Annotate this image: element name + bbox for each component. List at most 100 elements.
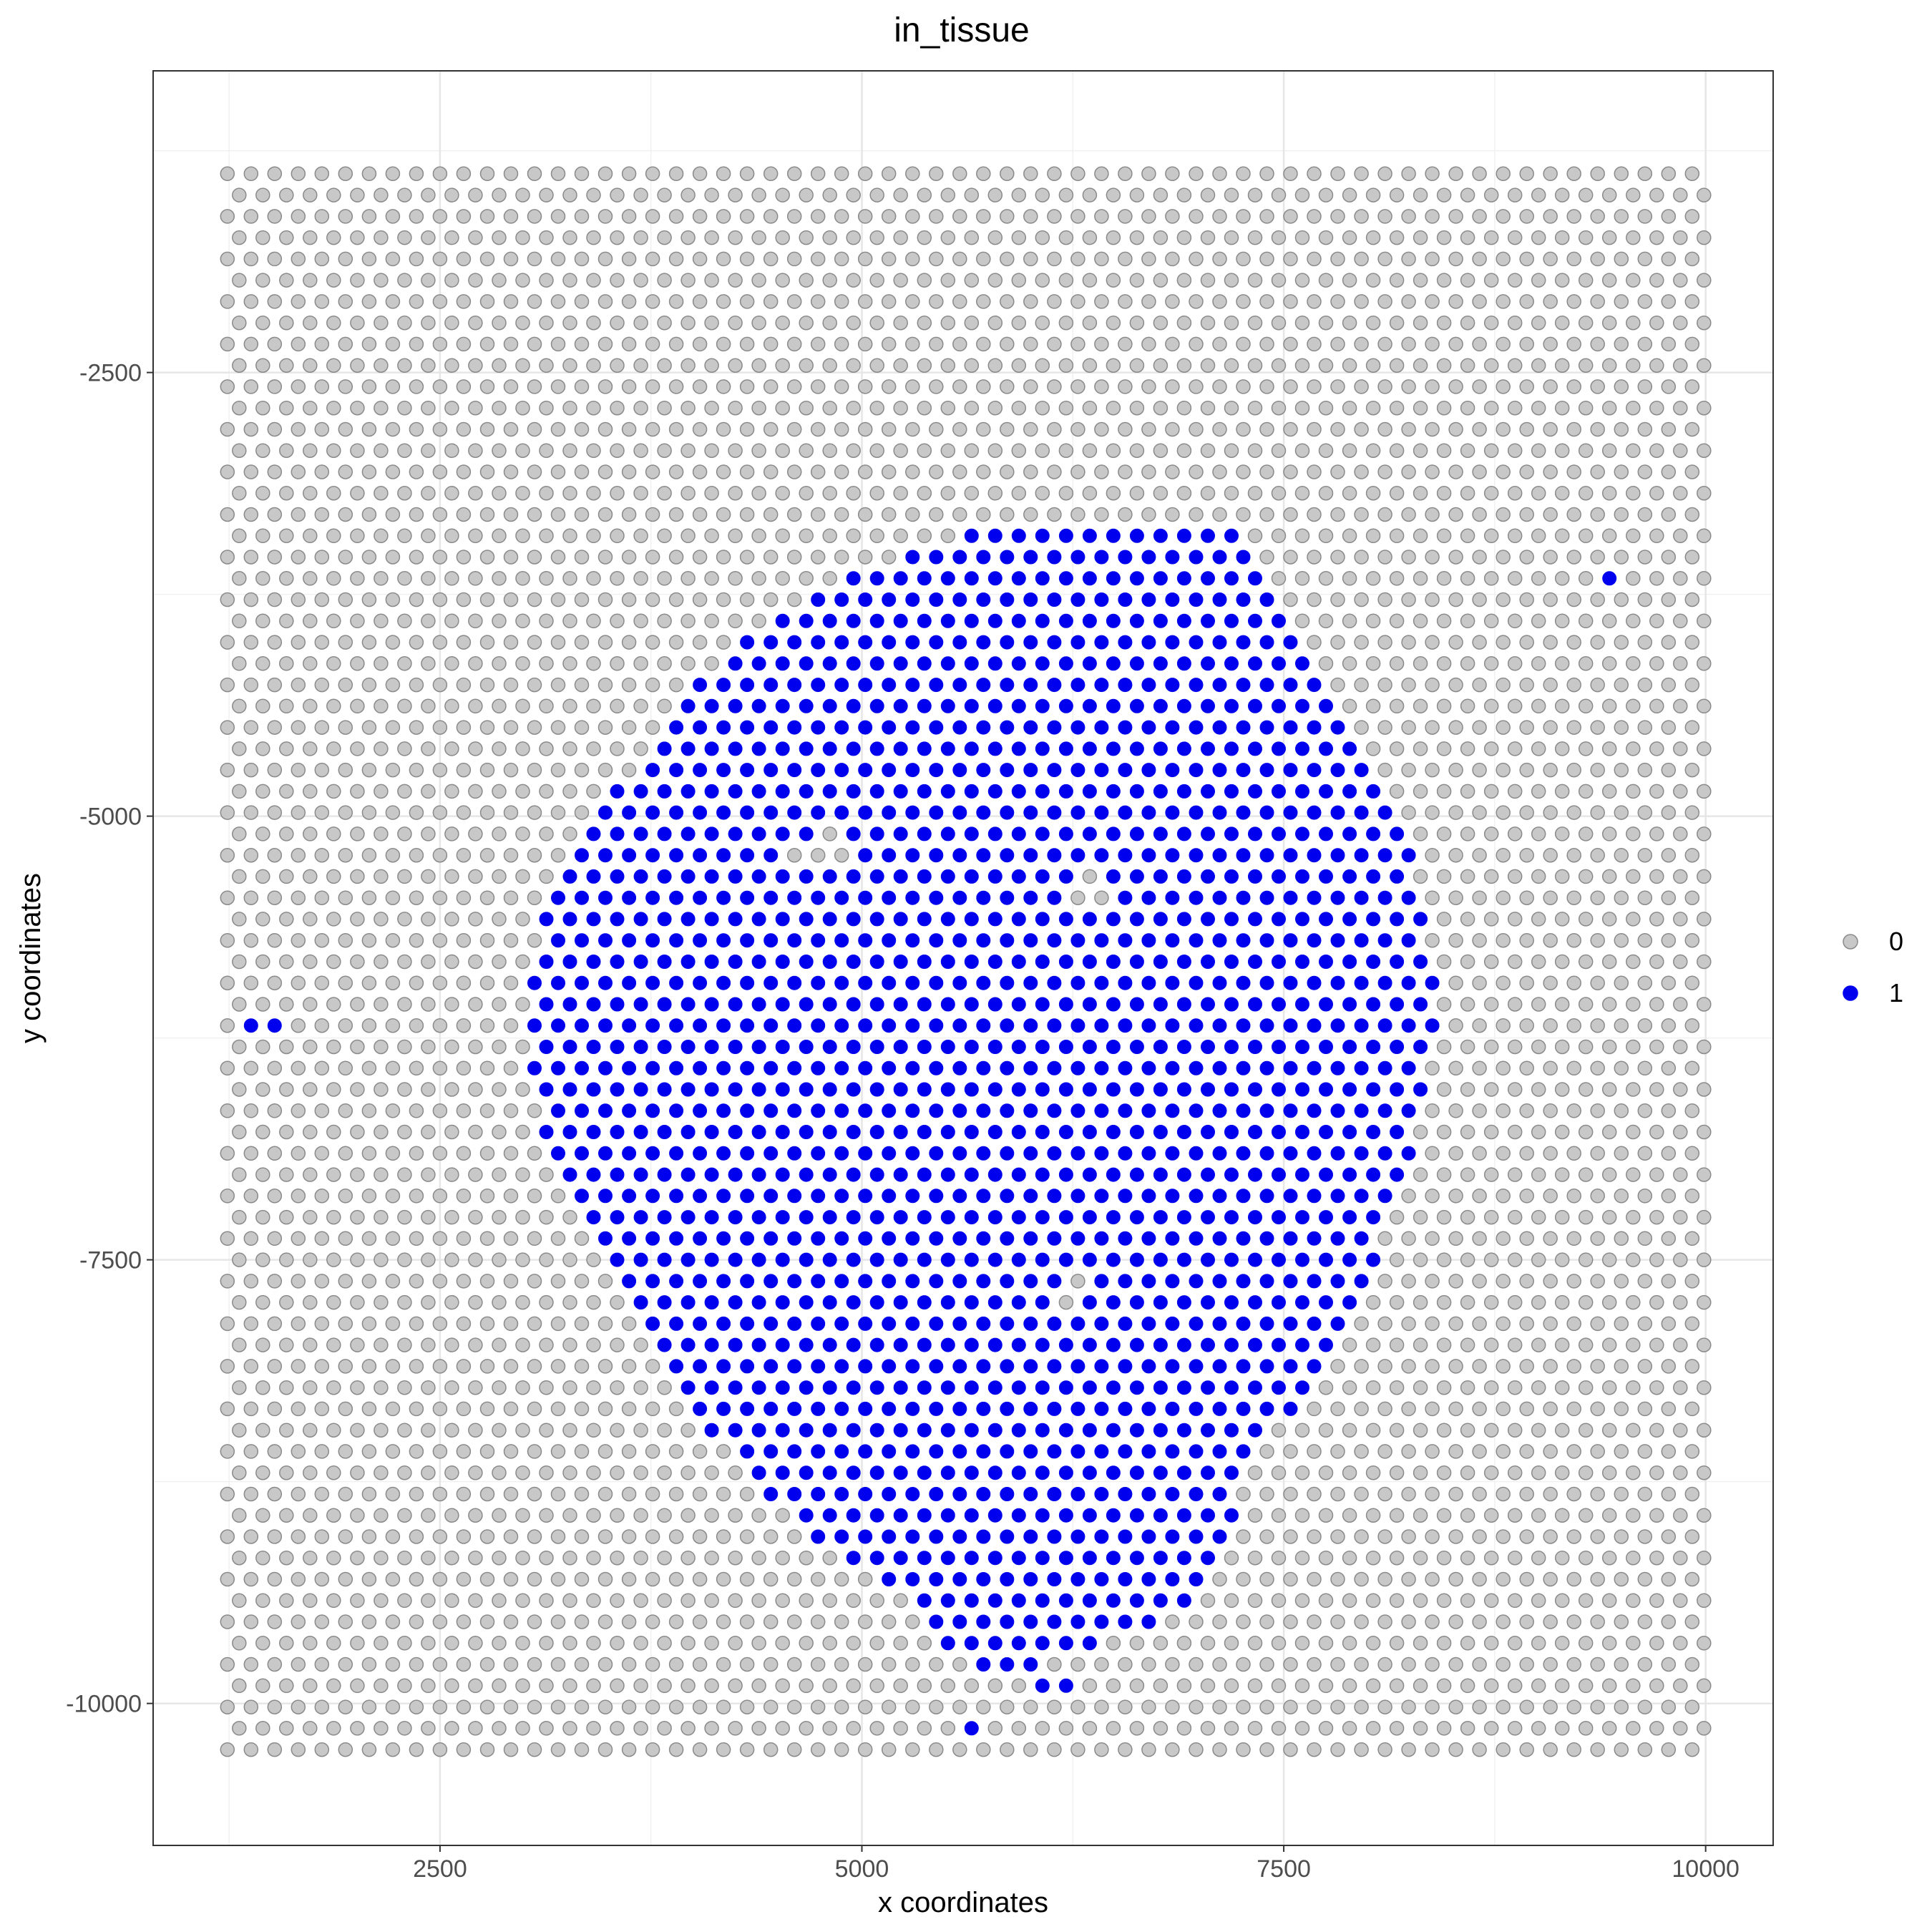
spot-out-of-tissue: [303, 613, 318, 629]
spot-out-of-tissue: [326, 315, 341, 331]
spot-out-of-tissue: [1483, 528, 1499, 544]
spot-out-of-tissue: [1519, 379, 1534, 394]
spot-in-tissue: [1248, 1252, 1262, 1267]
spot-in-tissue: [917, 784, 932, 799]
spot-out-of-tissue: [397, 443, 412, 458]
spot-out-of-tissue: [1389, 784, 1405, 799]
spot-out-of-tissue: [621, 1486, 637, 1502]
spot-out-of-tissue: [515, 826, 530, 841]
spot-out-of-tissue: [1413, 698, 1428, 714]
spot-in-tissue: [1070, 848, 1085, 863]
spot-in-tissue: [787, 635, 802, 650]
spot-out-of-tissue: [1436, 1721, 1452, 1736]
spot-in-tissue: [1307, 1060, 1322, 1075]
spot-in-tissue: [1248, 571, 1262, 586]
spot-in-tissue: [1212, 1487, 1227, 1501]
spot-out-of-tissue: [1519, 1274, 1534, 1289]
spot-out-of-tissue: [267, 1231, 283, 1246]
spot-out-of-tissue: [1247, 1593, 1263, 1609]
spot-in-tissue: [929, 890, 944, 905]
spot-out-of-tissue: [326, 400, 341, 416]
spot-out-of-tissue: [728, 315, 743, 331]
spot-in-tissue: [869, 784, 884, 799]
spot-out-of-tissue: [562, 1678, 577, 1694]
spot-out-of-tissue: [1271, 400, 1287, 416]
spot-out-of-tissue: [1307, 336, 1322, 352]
spot-in-tissue: [869, 656, 884, 671]
spot-out-of-tissue: [1601, 1252, 1617, 1267]
spot-in-tissue: [1342, 1040, 1357, 1054]
spot-out-of-tissue: [1519, 1401, 1534, 1417]
spot-out-of-tissue: [1661, 166, 1677, 182]
spot-in-tissue: [763, 1146, 779, 1161]
spot-out-of-tissue: [468, 826, 483, 841]
spot-out-of-tissue: [799, 1636, 814, 1651]
spot-out-of-tissue: [338, 1060, 353, 1076]
spot-in-tissue: [1000, 1614, 1015, 1629]
spot-out-of-tissue: [314, 1103, 330, 1118]
spot-out-of-tissue: [243, 1274, 259, 1289]
spot-out-of-tissue: [456, 932, 472, 948]
spot-in-tissue: [1272, 1295, 1286, 1310]
spot-out-of-tissue: [1614, 336, 1629, 352]
spot-out-of-tissue: [1554, 997, 1570, 1012]
spot-in-tissue: [1283, 1359, 1298, 1374]
spot-out-of-tissue: [1058, 187, 1074, 203]
spot-out-of-tissue: [1425, 1699, 1440, 1714]
spot-out-of-tissue: [1601, 912, 1617, 927]
spot-in-tissue: [1047, 1359, 1062, 1374]
spot-in-tissue: [1189, 805, 1204, 820]
spot-in-tissue: [987, 1423, 1002, 1438]
spot-out-of-tissue: [610, 358, 625, 373]
spot-in-tissue: [822, 1508, 837, 1523]
spot-out-of-tissue: [1601, 1337, 1617, 1352]
spot-out-of-tissue: [1496, 1231, 1511, 1246]
spot-out-of-tissue: [409, 1614, 424, 1629]
spot-out-of-tissue: [1661, 379, 1677, 394]
spot-in-tissue: [1307, 975, 1322, 990]
spot-in-tissue: [1118, 1103, 1133, 1118]
spot-out-of-tissue: [1247, 1508, 1263, 1523]
spot-out-of-tissue: [1342, 698, 1357, 714]
spot-out-of-tissue: [1684, 932, 1700, 948]
spot-out-of-tissue: [1543, 1657, 1558, 1672]
spot-in-tissue: [1058, 1593, 1073, 1608]
spot-out-of-tissue: [1259, 1699, 1274, 1714]
spot-out-of-tissue: [1283, 1699, 1298, 1714]
spot-out-of-tissue: [881, 166, 897, 182]
spot-out-of-tissue: [574, 294, 590, 309]
spot-out-of-tissue: [1590, 592, 1605, 608]
spot-out-of-tissue: [361, 336, 377, 352]
spot-out-of-tissue: [610, 1550, 625, 1566]
spot-out-of-tissue: [527, 1699, 542, 1714]
spot-out-of-tissue: [1460, 315, 1475, 331]
spot-out-of-tissue: [267, 294, 283, 309]
spot-in-tissue: [1129, 1508, 1144, 1523]
spot-out-of-tissue: [692, 1742, 708, 1757]
spot-out-of-tissue: [1590, 421, 1605, 437]
spot-out-of-tissue: [503, 1529, 519, 1544]
spot-out-of-tissue: [586, 1252, 601, 1267]
spot-out-of-tissue: [444, 1294, 459, 1310]
spot-out-of-tissue: [1377, 720, 1392, 735]
spot-out-of-tissue: [255, 784, 270, 799]
spot-in-tissue: [834, 1444, 849, 1459]
spot-out-of-tissue: [492, 315, 507, 331]
spot-out-of-tissue: [645, 336, 660, 352]
spot-out-of-tissue: [479, 1060, 495, 1076]
spot-in-tissue: [575, 1189, 589, 1204]
spot-out-of-tissue: [1519, 1486, 1534, 1502]
spot-out-of-tissue: [1472, 890, 1487, 905]
spot-out-of-tissue: [1236, 1657, 1251, 1672]
spot-out-of-tissue: [1035, 485, 1050, 501]
spot-in-tissue: [787, 1103, 802, 1118]
spot-out-of-tissue: [232, 358, 247, 373]
spot-in-tissue: [645, 848, 660, 863]
spot-out-of-tissue: [1496, 1486, 1511, 1502]
spot-out-of-tissue: [303, 1380, 318, 1395]
spot-out-of-tissue: [1425, 1742, 1440, 1757]
spot-out-of-tissue: [361, 1444, 377, 1459]
spot-out-of-tissue: [692, 336, 708, 352]
spot-out-of-tissue: [385, 464, 401, 479]
spot-out-of-tissue: [539, 1337, 554, 1352]
